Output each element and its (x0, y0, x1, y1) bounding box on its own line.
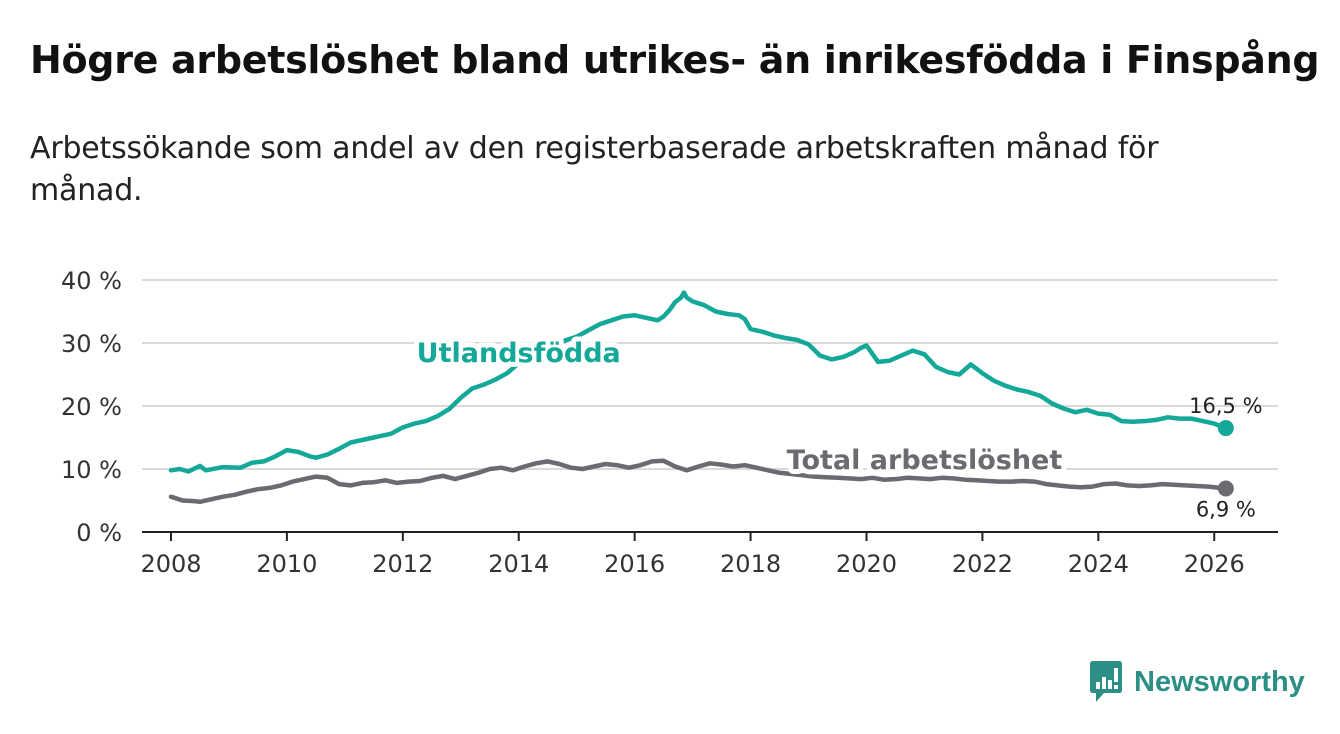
x-tick-label: 2010 (256, 550, 317, 578)
x-tick-label: 2020 (836, 550, 897, 578)
y-tick-label: 10 % (61, 456, 122, 484)
y-tick-label: 30 % (61, 330, 122, 358)
brand-logo: Newsworthy (1088, 660, 1305, 704)
x-tick-label: 2022 (952, 550, 1013, 578)
x-tick-label: 2018 (720, 550, 781, 578)
x-tick-label: 2024 (1068, 550, 1129, 578)
series-annotation-utlandsf-dda: Utlandsfödda (417, 338, 621, 369)
end-point-total-arbetsl-shet (1217, 480, 1234, 497)
line-chart: 0 % 10 % 20 % 30 % 40 % 2008 2010 2012 2014 2016… (61, 267, 1278, 578)
newsworthy-logo-icon (1090, 661, 1122, 702)
y-axis-ticks: 0 % 10 % 20 % 30 % 40 % (61, 267, 122, 547)
x-tick-label: 2012 (372, 550, 433, 578)
chart-title: Högre arbetslöshet bland utrikes- än inr… (30, 38, 1320, 82)
gridlines (142, 279, 1278, 470)
x-tick-label: 2016 (604, 550, 665, 578)
y-tick-label: 40 % (61, 267, 122, 295)
end-point-utlandsf-dda (1217, 420, 1234, 437)
y-tick-label: 20 % (61, 393, 122, 421)
end-label-total-arbetsl-shet: 6,9 % (1196, 498, 1256, 522)
brand-name: Newsworthy (1134, 665, 1305, 698)
series-labels: 16,5 % 6,9 % Utlandsfödda Total arbetslöshe… (412, 333, 1263, 522)
series-lines (168, 290, 1234, 505)
series-annotation-total-arbetsl-shet: Total arbetslöshet (787, 445, 1063, 476)
end-label-utlandsf-dda: 16,5 % (1189, 394, 1262, 418)
x-tick-label: 2008 (140, 550, 201, 578)
series-line-total-arbetsl-shet (168, 458, 1229, 505)
x-tick-label: 2026 (1184, 550, 1245, 578)
y-tick-label: 0 % (76, 519, 122, 547)
x-tick-label: 2014 (488, 550, 549, 578)
chart-subtitle: Arbetssökande som andel av den registerb… (30, 131, 1159, 208)
x-axis: 2008 2010 2012 2014 2016 2018 2020 2022 2024 2026 (140, 531, 1278, 578)
series-line-utlandsf-dda (168, 290, 1229, 474)
